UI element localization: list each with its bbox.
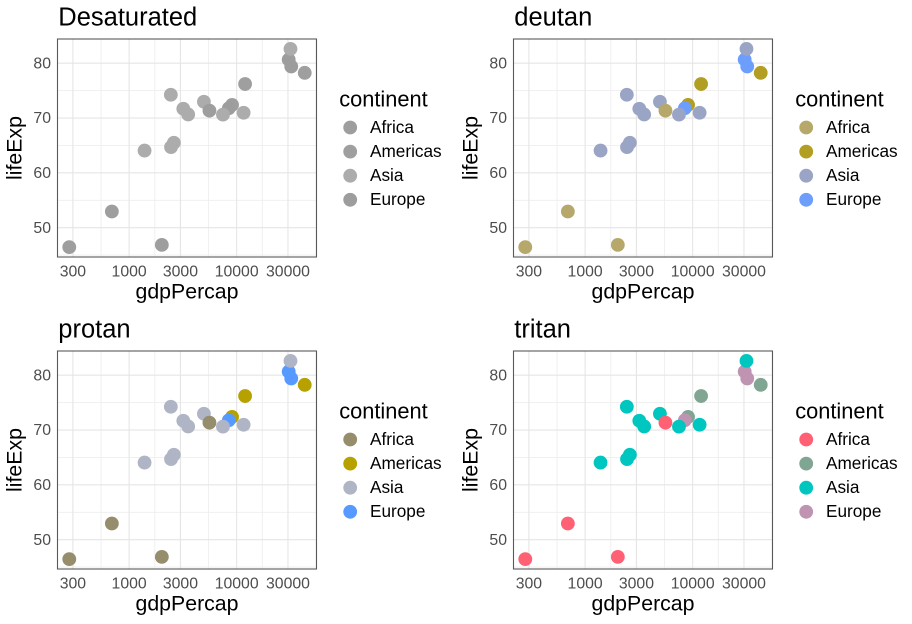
svg-text:50: 50 (489, 220, 507, 237)
svg-text:Africa: Africa (826, 117, 870, 137)
svg-text:80: 80 (489, 367, 507, 384)
svg-text:gdpPercap: gdpPercap (135, 592, 238, 616)
svg-text:Europe: Europe (370, 501, 425, 521)
svg-text:continent: continent (339, 399, 427, 424)
svg-text:3000: 3000 (163, 264, 198, 281)
svg-text:30000: 30000 (722, 576, 766, 593)
svg-text:Europe: Europe (826, 189, 881, 209)
svg-text:tritan: tritan (514, 315, 571, 343)
svg-text:continent: continent (339, 87, 427, 112)
svg-text:Africa: Africa (370, 429, 414, 449)
svg-text:50: 50 (33, 532, 51, 549)
svg-text:10000: 10000 (215, 264, 259, 281)
svg-text:Desaturated: Desaturated (58, 3, 197, 31)
svg-text:Americas: Americas (826, 453, 898, 473)
svg-text:300: 300 (516, 264, 543, 281)
svg-text:300: 300 (516, 576, 543, 593)
svg-text:1000: 1000 (568, 264, 603, 281)
svg-text:80: 80 (489, 55, 507, 72)
svg-text:60: 60 (33, 477, 51, 494)
svg-text:continent: continent (795, 87, 883, 112)
svg-text:Asia: Asia (370, 165, 404, 185)
svg-text:70: 70 (489, 422, 507, 439)
svg-text:3000: 3000 (163, 576, 198, 593)
svg-text:Americas: Americas (370, 141, 442, 161)
svg-text:80: 80 (33, 55, 51, 72)
svg-text:1000: 1000 (112, 576, 147, 593)
svg-text:Asia: Asia (370, 477, 404, 497)
svg-text:lifeExp: lifeExp (3, 428, 27, 492)
svg-text:3000: 3000 (619, 264, 654, 281)
svg-text:10000: 10000 (671, 264, 715, 281)
svg-text:Asia: Asia (826, 165, 860, 185)
svg-text:gdpPercap: gdpPercap (591, 592, 694, 616)
svg-text:70: 70 (33, 110, 51, 127)
svg-text:protan: protan (58, 315, 130, 343)
svg-text:deutan: deutan (514, 3, 592, 31)
svg-text:30000: 30000 (266, 264, 310, 281)
svg-text:continent: continent (795, 399, 883, 424)
svg-text:60: 60 (489, 165, 507, 182)
svg-text:30000: 30000 (722, 264, 766, 281)
svg-text:3000: 3000 (619, 576, 654, 593)
svg-text:Europe: Europe (826, 501, 881, 521)
svg-text:50: 50 (33, 220, 51, 237)
svg-text:lifeExp: lifeExp (459, 428, 483, 492)
svg-text:70: 70 (489, 110, 507, 127)
svg-text:1000: 1000 (112, 264, 147, 281)
svg-text:60: 60 (33, 165, 51, 182)
svg-text:lifeExp: lifeExp (3, 116, 27, 180)
svg-text:300: 300 (60, 264, 87, 281)
svg-text:1000: 1000 (568, 576, 603, 593)
svg-text:10000: 10000 (671, 576, 715, 593)
svg-text:Asia: Asia (826, 477, 860, 497)
svg-text:70: 70 (33, 422, 51, 439)
svg-text:50: 50 (489, 532, 507, 549)
svg-text:gdpPercap: gdpPercap (135, 280, 238, 304)
svg-text:gdpPercap: gdpPercap (591, 280, 694, 304)
svg-text:Africa: Africa (826, 429, 870, 449)
svg-text:Americas: Americas (370, 453, 442, 473)
svg-text:80: 80 (33, 367, 51, 384)
svg-text:10000: 10000 (215, 576, 259, 593)
svg-text:30000: 30000 (266, 576, 310, 593)
svg-text:Africa: Africa (370, 117, 414, 137)
svg-text:60: 60 (489, 477, 507, 494)
svg-text:300: 300 (60, 576, 87, 593)
svg-text:Americas: Americas (826, 141, 898, 161)
svg-text:Europe: Europe (370, 189, 425, 209)
svg-text:lifeExp: lifeExp (459, 116, 483, 180)
